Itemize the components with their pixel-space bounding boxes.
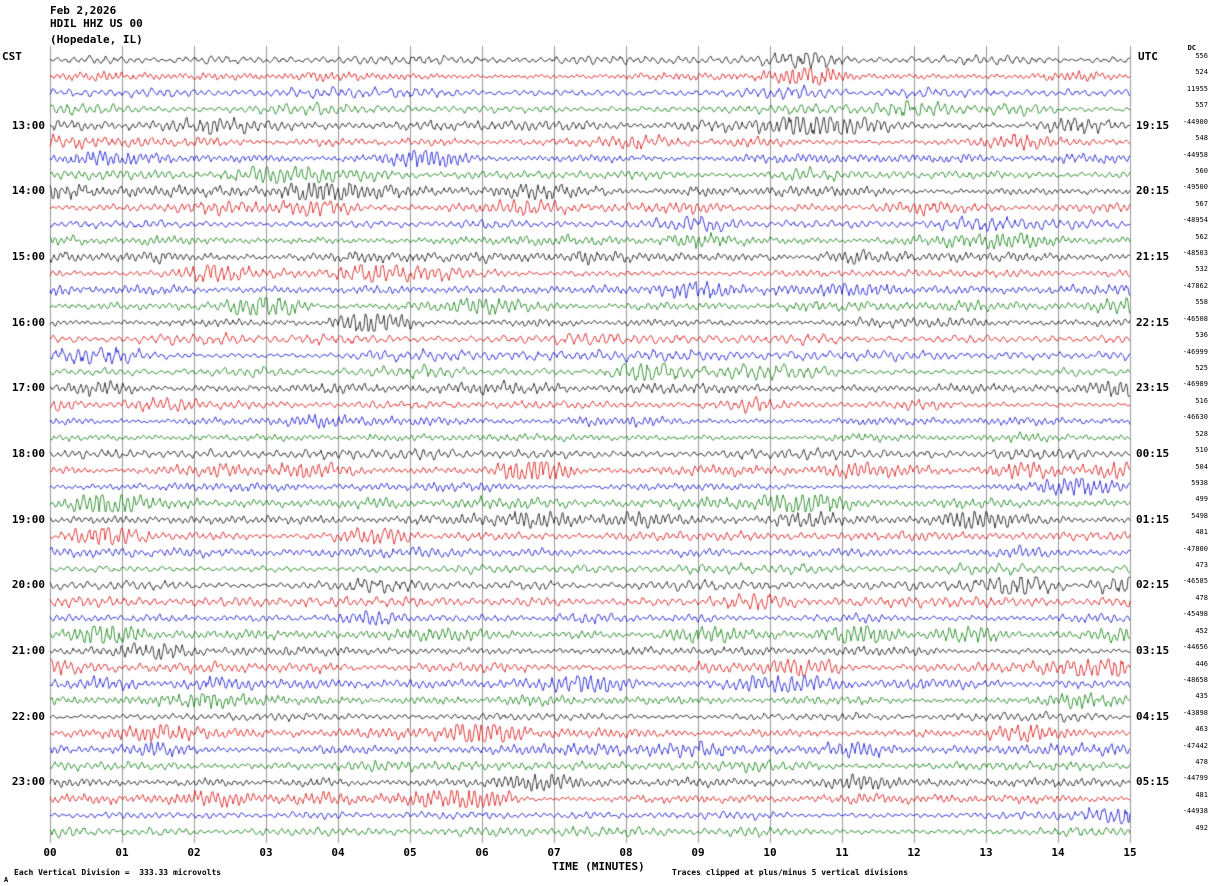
dc-value: 567 [1195,199,1208,208]
dc-value: 528 [1195,429,1208,438]
dc-value: -48658 [1182,675,1208,684]
hour-label-cst: 20:00 [11,578,45,592]
x-tick-label: 09 [691,846,705,859]
hour-label-utc: 05:15 [1136,775,1170,789]
hour-label-utc: 01:15 [1136,512,1170,526]
corner-mark: A [4,876,9,884]
dc-value: 556 [1195,52,1208,60]
dc-column-header: DC [1187,44,1196,52]
dc-value: -43898 [1182,708,1208,717]
dc-value: -46989 [1182,380,1208,389]
dc-value: 510 [1195,446,1208,455]
x-tick-label: 14 [1051,846,1065,859]
dc-value: 478 [1195,593,1208,602]
hour-label-utc: 02:15 [1136,578,1170,592]
x-tick-label: 08 [619,846,633,859]
header-location: (Hopedale, IL) [50,33,143,46]
dc-value: 558 [1195,298,1208,307]
left-axis-label-cst: CST [2,50,22,63]
dc-value: 481 [1195,528,1208,537]
hour-label-utc: 21:15 [1136,250,1170,264]
clip-note: Traces clipped at plus/minus 5 vertical … [672,868,909,877]
dc-value: -47442 [1182,741,1208,750]
hour-label-utc: 03:15 [1136,644,1170,658]
x-tick-label: 03 [259,846,273,859]
dc-value: -44938 [1182,807,1208,816]
dc-value: 516 [1195,396,1208,405]
x-tick-label: 07 [547,846,561,859]
dc-value: 463 [1195,725,1208,734]
dc-value: -48503 [1182,249,1208,258]
dc-value: 532 [1195,265,1208,274]
x-tick-label: 12 [907,846,921,859]
dc-value: 557 [1195,101,1208,110]
x-tick-label: 13 [979,846,993,859]
dc-value: -44900 [1182,117,1208,126]
dc-value: -44958 [1182,150,1208,159]
hour-label-utc: 23:15 [1136,381,1170,395]
dc-value: -46630 [1182,413,1208,422]
dc-value: 473 [1195,561,1208,570]
dc-value: 446 [1195,659,1208,668]
hour-label-cst: 21:00 [11,644,45,658]
x-tick-label: 02 [187,846,201,859]
hour-label-utc: 00:15 [1136,447,1170,461]
x-tick-label: 06 [475,846,489,859]
x-tick-label: 05 [403,846,417,859]
hour-label-cst: 22:00 [11,709,45,723]
hour-label-cst: 17:00 [11,381,45,395]
dc-value: 548 [1195,134,1208,143]
header-date: Feb 2,2026 [50,4,117,17]
scale-note: Each Vertical Division = 333.33 microvol… [14,868,222,877]
dc-value: 492 [1195,823,1208,832]
hour-label-cst: 16:00 [11,315,45,329]
dc-value: 562 [1195,232,1208,241]
dc-value: 435 [1195,692,1208,701]
dc-value: 481 [1195,790,1208,799]
dc-value: 452 [1195,626,1208,635]
dc-value: 11955 [1186,84,1208,93]
dc-value: -44799 [1182,774,1208,783]
dc-value: 5938 [1191,478,1208,487]
dc-value: -49500 [1182,183,1208,192]
dc-value: -46999 [1182,347,1208,356]
dc-value: 560 [1195,166,1208,175]
dc-value: 5498 [1191,511,1208,520]
hour-label-utc: 20:15 [1136,184,1170,198]
x-tick-label: 10 [763,846,777,859]
x-tick-label: 15 [1123,846,1137,859]
hour-label-utc: 22:15 [1136,315,1170,329]
hour-label-utc: 19:15 [1136,118,1170,132]
x-tick-label: 01 [115,846,129,859]
hour-label-cst: 13:00 [11,118,45,132]
x-tick-label: 11 [835,846,849,859]
dc-value: 525 [1195,363,1208,372]
hour-label-utc: 04:15 [1136,709,1170,723]
hour-label-cst: 14:00 [11,184,45,198]
dc-value: -47800 [1182,544,1208,553]
dc-value: -45498 [1182,610,1208,619]
x-tick-label: 00 [43,846,57,859]
dc-value: 499 [1195,495,1208,504]
dc-value: -48954 [1182,216,1208,225]
dc-value: -44656 [1182,643,1208,652]
header-station: HDIL HHZ US 00 [50,17,143,30]
dc-value: 478 [1195,758,1208,767]
dc-value: 504 [1195,462,1208,471]
x-axis-title: TIME (MINUTES) [552,860,645,873]
dc-value: -47862 [1182,281,1208,290]
dc-value: -46585 [1182,577,1208,586]
dc-value: 524 [1195,68,1208,77]
hour-label-cst: 19:00 [11,512,45,526]
right-axis-label-utc: UTC [1138,50,1158,63]
x-tick-label: 04 [331,846,345,859]
dc-value: 536 [1195,331,1208,340]
hour-label-cst: 15:00 [11,250,45,264]
hour-label-cst: 23:00 [11,775,45,789]
dc-value: -46508 [1182,314,1208,323]
hour-label-cst: 18:00 [11,447,45,461]
